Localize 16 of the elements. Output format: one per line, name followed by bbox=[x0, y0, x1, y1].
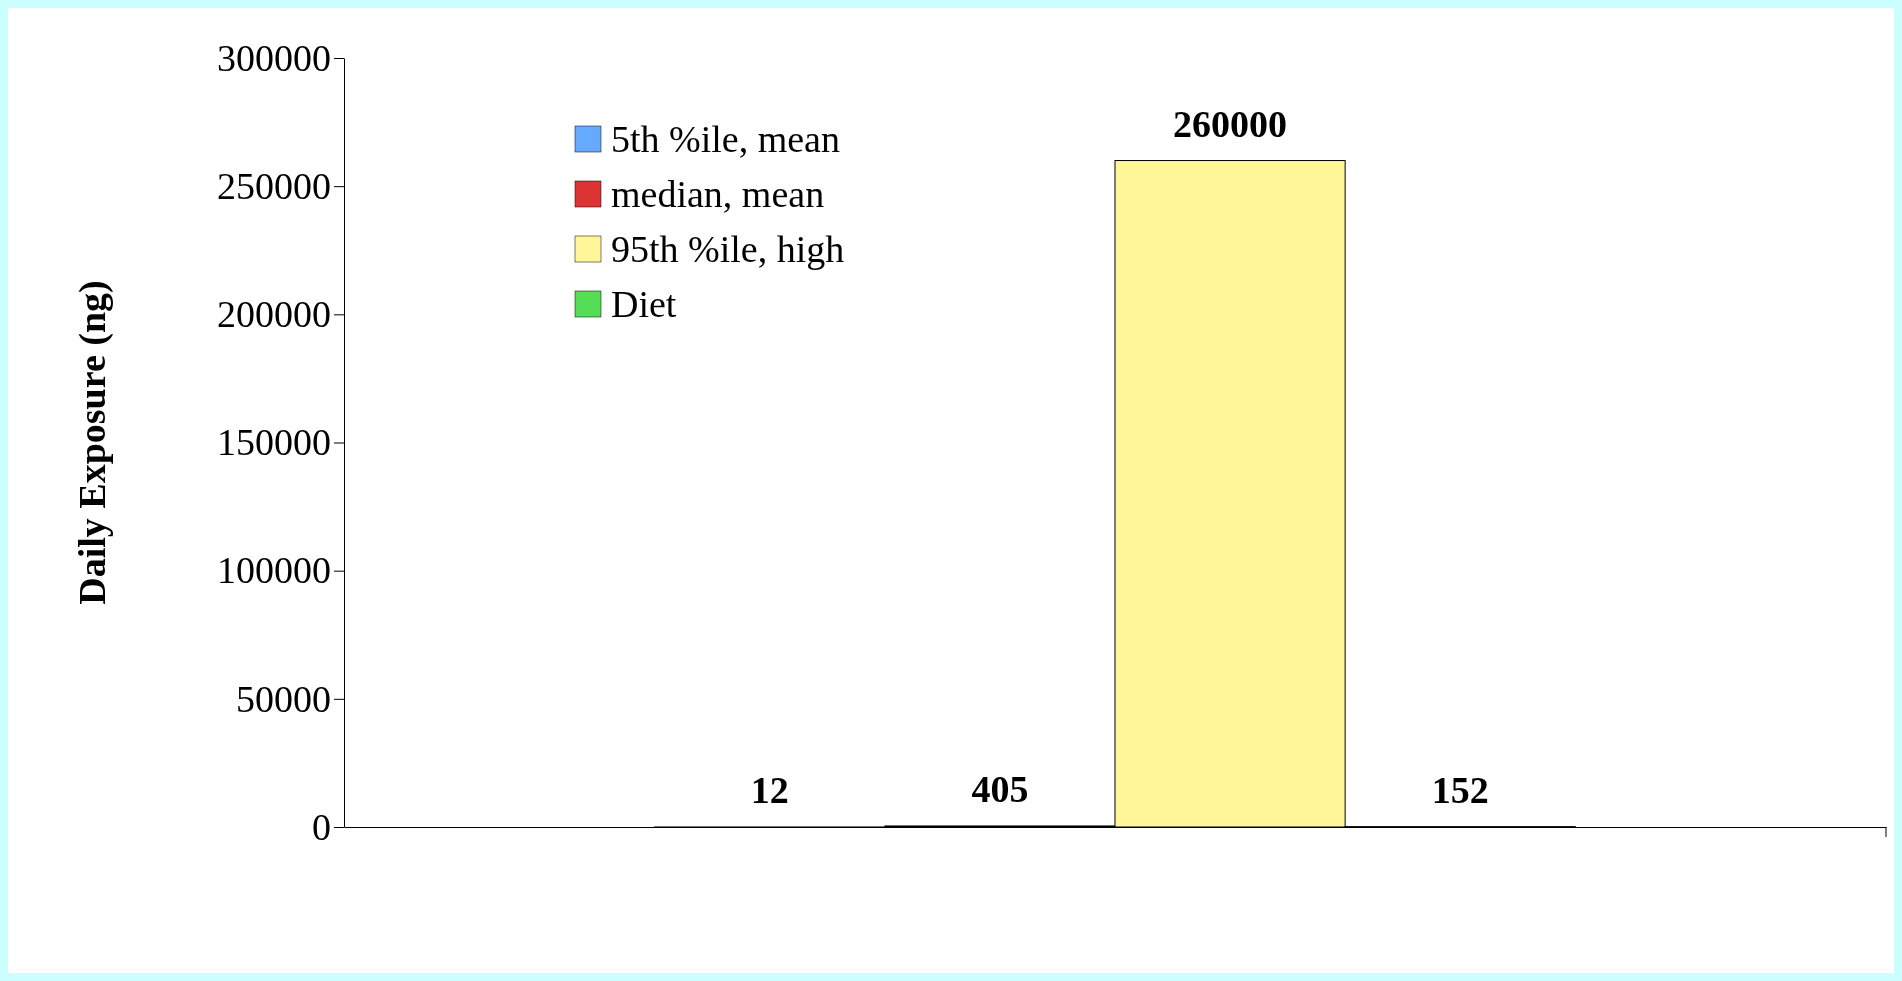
y-tick-label: 150000 bbox=[217, 421, 331, 464]
y-tick-label: 100000 bbox=[217, 549, 331, 592]
y-tick-label: 0 bbox=[312, 805, 331, 848]
y-tick-label: 200000 bbox=[217, 292, 331, 335]
data-label: 152 bbox=[1431, 768, 1489, 811]
legend-label: median, mean bbox=[611, 173, 825, 215]
legend-label: 95th %ile, high bbox=[611, 228, 845, 270]
data-label: 12 bbox=[750, 768, 789, 811]
legend-label: 5th %ile, mean bbox=[611, 118, 840, 160]
data-label: 260000 bbox=[1173, 102, 1288, 145]
y-axis-title: Daily Exposure (ng) bbox=[71, 280, 114, 605]
y-tick-label: 50000 bbox=[236, 677, 331, 720]
legend-label: Diet bbox=[611, 283, 677, 325]
y-tick-label: 250000 bbox=[217, 164, 331, 207]
y-tick-label: 300000 bbox=[217, 36, 331, 79]
data-label: 405 bbox=[971, 767, 1029, 810]
